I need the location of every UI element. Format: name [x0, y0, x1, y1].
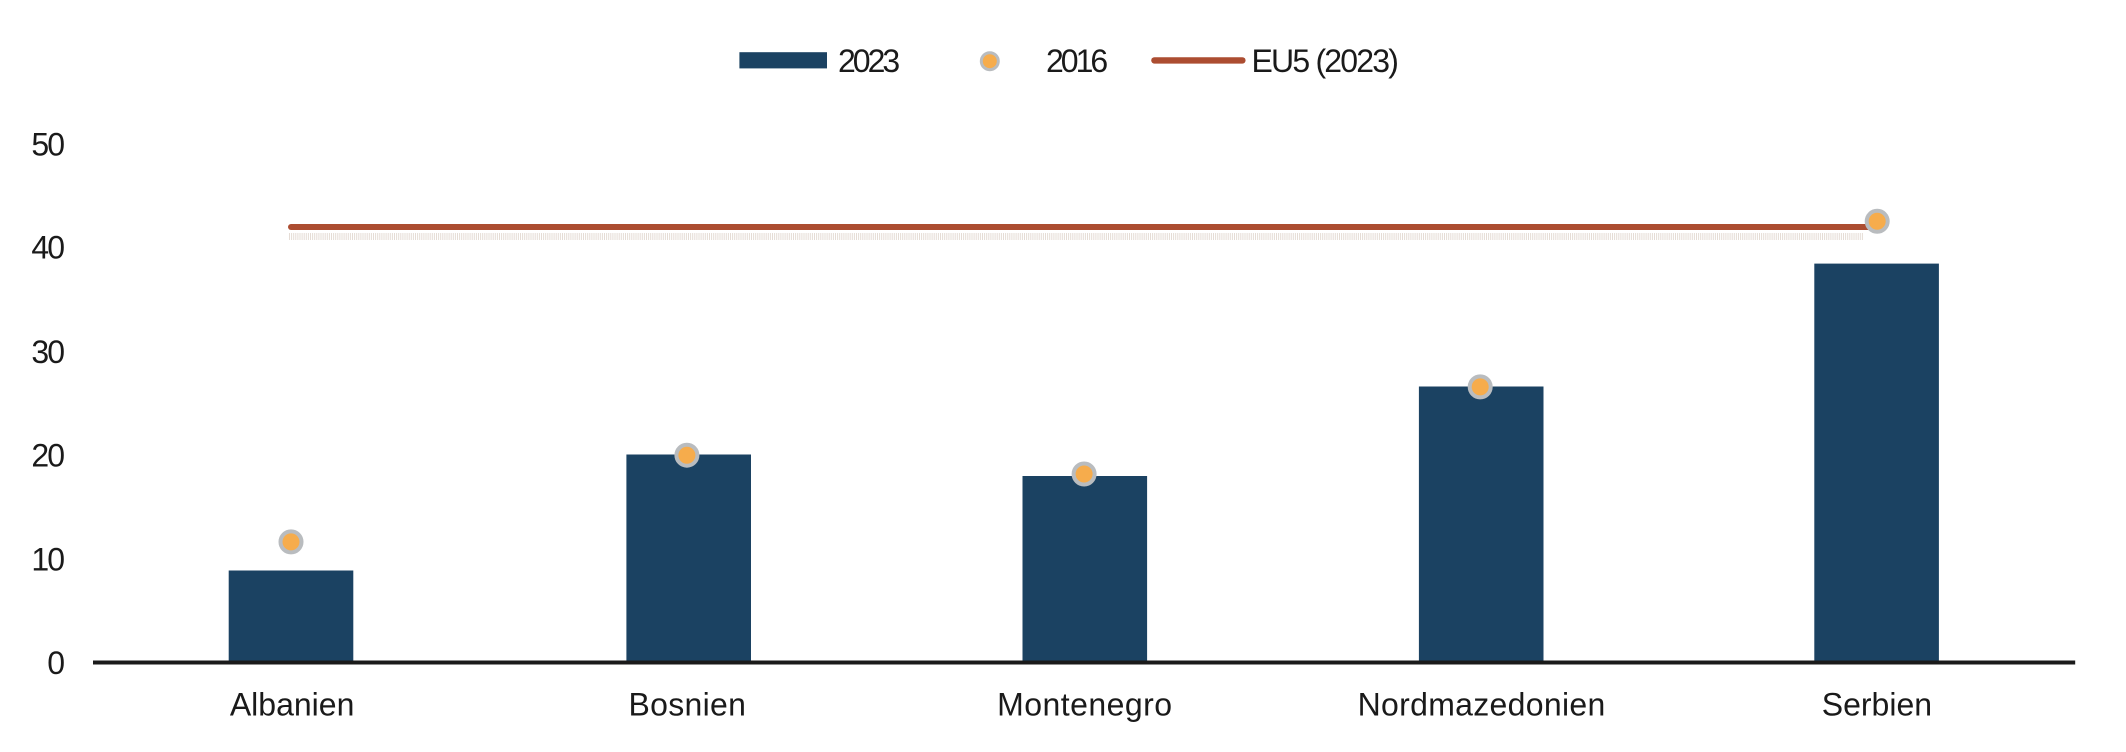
- svg-text:Nordmazedonien: Nordmazedonien: [1358, 686, 1606, 722]
- svg-text:Albanien: Albanien: [230, 686, 355, 722]
- svg-text:2016: 2016: [1046, 43, 1107, 79]
- svg-text:40: 40: [31, 230, 64, 266]
- svg-text:10: 10: [31, 541, 64, 577]
- svg-text:EU5 (2023): EU5 (2023): [1252, 43, 1398, 79]
- svg-text:Montenegro: Montenegro: [997, 686, 1172, 722]
- svg-text:50: 50: [31, 127, 64, 163]
- svg-text:0: 0: [47, 645, 64, 681]
- svg-text:Serbien: Serbien: [1822, 686, 1932, 722]
- svg-text:Bosnien: Bosnien: [629, 686, 747, 722]
- svg-text:30: 30: [31, 334, 64, 370]
- svg-text:20: 20: [31, 438, 64, 474]
- svg-text:2023: 2023: [838, 43, 899, 79]
